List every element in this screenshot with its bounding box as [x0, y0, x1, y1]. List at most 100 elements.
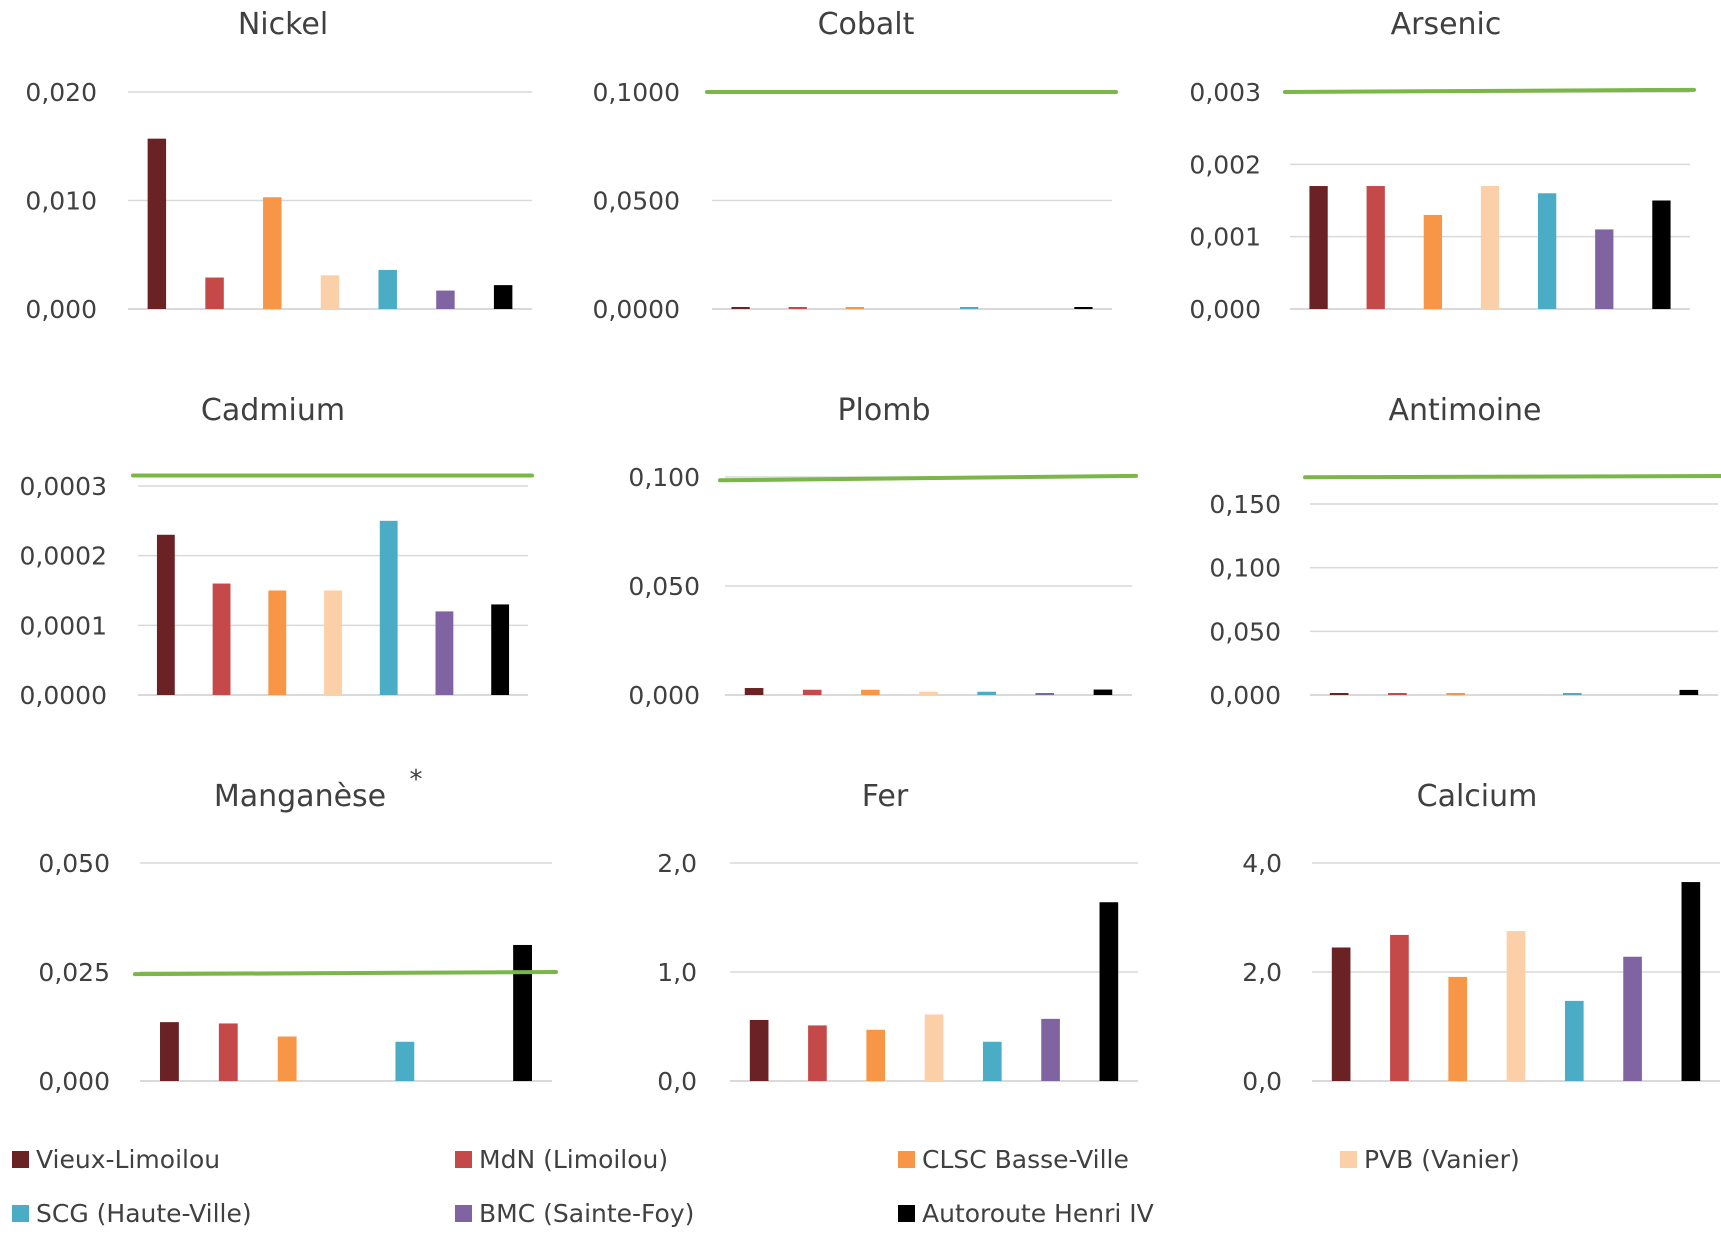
threshold-line — [133, 970, 558, 977]
legend-item-scg-haute-ville: SCG (Haute-Ville) — [12, 1196, 252, 1230]
bar-vieux-limoilou — [749, 1019, 769, 1081]
bar-bmc-sainte-foy — [436, 290, 455, 309]
threshold-line — [1283, 87, 1696, 94]
y-tick-label: 0,100 — [1209, 554, 1281, 583]
legend-label: Vieux-Limoilou — [36, 1144, 221, 1174]
chart-title: Plomb — [837, 393, 930, 428]
y-tick-label: 0,100 — [628, 463, 700, 492]
y-tick-label: 4,0 — [1242, 849, 1282, 878]
bar-pvb-vanier — [324, 590, 342, 695]
y-tick-label: 0,150 — [1209, 490, 1281, 519]
y-tick-label: 0,050 — [38, 849, 110, 878]
legend-item-autoroute-henri-iv: Autoroute Henri IV — [898, 1196, 1154, 1230]
y-tick-label: 0,0001 — [20, 611, 107, 640]
bar-vieux-limoilou — [147, 138, 167, 309]
chart-title: Cobalt — [818, 7, 915, 42]
bar-mdn-limoilou — [1388, 693, 1407, 695]
chart-panel-cadmium: Cadmium 0,0000 0,0001 0,0002 0,0003 — [20, 393, 534, 710]
legend-label: MdN (Limoilou) — [479, 1144, 669, 1174]
bar-scg-haute-ville — [1562, 693, 1582, 695]
chart-panel-plomb: Plomb 0,000 0,050 0,100 — [628, 393, 1138, 710]
bar-mdn-limoilou — [1366, 186, 1385, 309]
y-tick-label: 0,000 — [1209, 681, 1281, 710]
y-tick-label: 2,0 — [1242, 958, 1282, 987]
bar-autoroute-henri-iv — [1679, 689, 1699, 695]
y-tick-label: 0,0000 — [593, 295, 680, 324]
bar-autoroute-henri-iv — [513, 944, 532, 1081]
y-tick-label: 0,001 — [1189, 223, 1261, 252]
bar-pvb-vanier — [919, 691, 938, 695]
bar-vieux-limoilou — [1331, 947, 1351, 1081]
chart-title: Cadmium — [201, 393, 345, 428]
y-tick-label: 0,0003 — [20, 472, 107, 501]
threshold-line — [1303, 473, 1721, 480]
chart-panel-antimoine: Antimoine 0,000 0,050 0,100 0,150 — [1209, 393, 1721, 710]
legend-label: BMC (Sainte-Foy) — [479, 1198, 695, 1228]
bar-autoroute-henri-iv — [1074, 307, 1093, 309]
chart-grid: Nickel 0,000 0,010 0,020 Cobalt 0,0000 0,0500 0… — [20, 7, 1721, 1096]
bar-mdn-limoilou — [808, 1025, 827, 1081]
chart-title: Manganèse — [214, 779, 386, 814]
chart-title: Fer — [862, 779, 909, 814]
legend-swatch — [12, 1150, 29, 1168]
bar-bmc-sainte-foy — [1035, 693, 1055, 695]
y-tick-label: 0,1000 — [593, 78, 680, 107]
bar-pvb-vanier — [1506, 931, 1526, 1081]
legend-label: CLSC Basse-Ville — [922, 1144, 1129, 1174]
bar-scg-haute-ville — [1564, 1000, 1584, 1081]
y-tick-label: 0,020 — [25, 78, 97, 107]
legend-item-bmc-sainte-foy: BMC (Sainte-Foy) — [455, 1196, 694, 1230]
bar-autoroute-henri-iv — [493, 285, 513, 309]
legend-swatch — [12, 1204, 29, 1222]
y-tick-label: 0,025 — [38, 958, 110, 987]
bar-scg-haute-ville — [1538, 193, 1557, 309]
bar-clsc-basse-ville — [845, 307, 864, 309]
bar-vieux-limoilou — [160, 1022, 179, 1081]
bar-vieux-limoilou — [744, 688, 764, 695]
y-tick-label: 0,000 — [1189, 295, 1261, 324]
bar-bmc-sainte-foy — [1623, 956, 1642, 1081]
y-tick-label: 0,0500 — [593, 187, 680, 216]
bar-clsc-basse-ville — [268, 590, 287, 695]
legend-swatch — [1340, 1150, 1357, 1168]
bar-scg-haute-ville — [960, 307, 979, 309]
chart-panel-arsenic: Arsenic 0,000 0,001 0,002 0,003 — [1189, 7, 1696, 324]
bar-vieux-limoilou — [731, 307, 750, 309]
bar-mdn-limoilou — [788, 307, 807, 309]
legend-swatch — [455, 1204, 472, 1222]
bar-autoroute-henri-iv — [1099, 902, 1119, 1081]
bar-autoroute-henri-iv — [1681, 882, 1701, 1081]
bar-bmc-sainte-foy — [1595, 229, 1614, 309]
chart-panel-cobalt: Cobalt 0,0000 0,0500 0,1000 — [593, 7, 1118, 324]
bar-autoroute-henri-iv — [491, 604, 510, 695]
legend-item-vieux-limoilou: Vieux-Limoilou — [12, 1142, 220, 1176]
legend-item-mdn-limoilou: MdN (Limoilou) — [455, 1142, 668, 1176]
chart-title: Antimoine — [1388, 393, 1541, 428]
legend-label: Autoroute Henri IV — [922, 1198, 1154, 1228]
y-tick-label: 0,0000 — [20, 681, 107, 710]
chart-panel-calcium: Calcium 0,0 2,0 4,0 — [1242, 779, 1720, 1096]
bar-clsc-basse-ville — [277, 1036, 297, 1081]
bar-scg-haute-ville — [977, 691, 996, 695]
y-tick-label: 0,050 — [1209, 617, 1281, 646]
chart-panel-nickel: Nickel 0,000 0,010 0,020 — [25, 7, 532, 324]
y-tick-label: 0,003 — [1189, 78, 1261, 107]
bar-autoroute-henri-iv — [1652, 200, 1671, 309]
y-tick-label: 0,000 — [628, 681, 700, 710]
bar-clsc-basse-ville — [263, 197, 282, 309]
threshold-line — [718, 473, 1138, 483]
y-tick-label: 0,0 — [1242, 1067, 1282, 1096]
y-tick-label: 0,010 — [25, 187, 97, 216]
chart-panel-manganèse: Manganèse * 0,000 0,025 0,050 — [38, 765, 558, 1096]
chart-panel-fer: Fer 0,0 1,0 2,0 — [657, 779, 1138, 1096]
bar-pvb-vanier — [320, 275, 340, 309]
legend-label: PVB (Vanier) — [1364, 1144, 1520, 1174]
bar-clsc-basse-ville — [1423, 214, 1442, 309]
bar-vieux-limoilou — [1309, 186, 1328, 309]
legend-swatch — [455, 1150, 472, 1168]
chart-title: Nickel — [238, 7, 328, 42]
chart-title: Calcium — [1417, 779, 1538, 814]
bar-pvb-vanier — [1480, 186, 1500, 309]
legend-label: SCG (Haute-Ville) — [36, 1198, 252, 1228]
title-asterisk: * — [410, 765, 423, 795]
